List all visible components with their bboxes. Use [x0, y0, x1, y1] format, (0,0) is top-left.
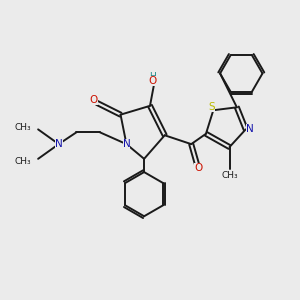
Text: H: H: [150, 72, 156, 81]
Text: O: O: [194, 163, 203, 173]
Text: S: S: [208, 102, 215, 112]
Text: CH₃: CH₃: [14, 157, 31, 166]
Text: N: N: [246, 124, 254, 134]
Text: CH₃: CH₃: [14, 122, 31, 131]
Text: N: N: [55, 139, 63, 149]
Text: CH₃: CH₃: [221, 170, 238, 179]
Text: O: O: [149, 76, 157, 86]
Text: O: O: [89, 95, 98, 105]
Text: N: N: [123, 139, 130, 149]
